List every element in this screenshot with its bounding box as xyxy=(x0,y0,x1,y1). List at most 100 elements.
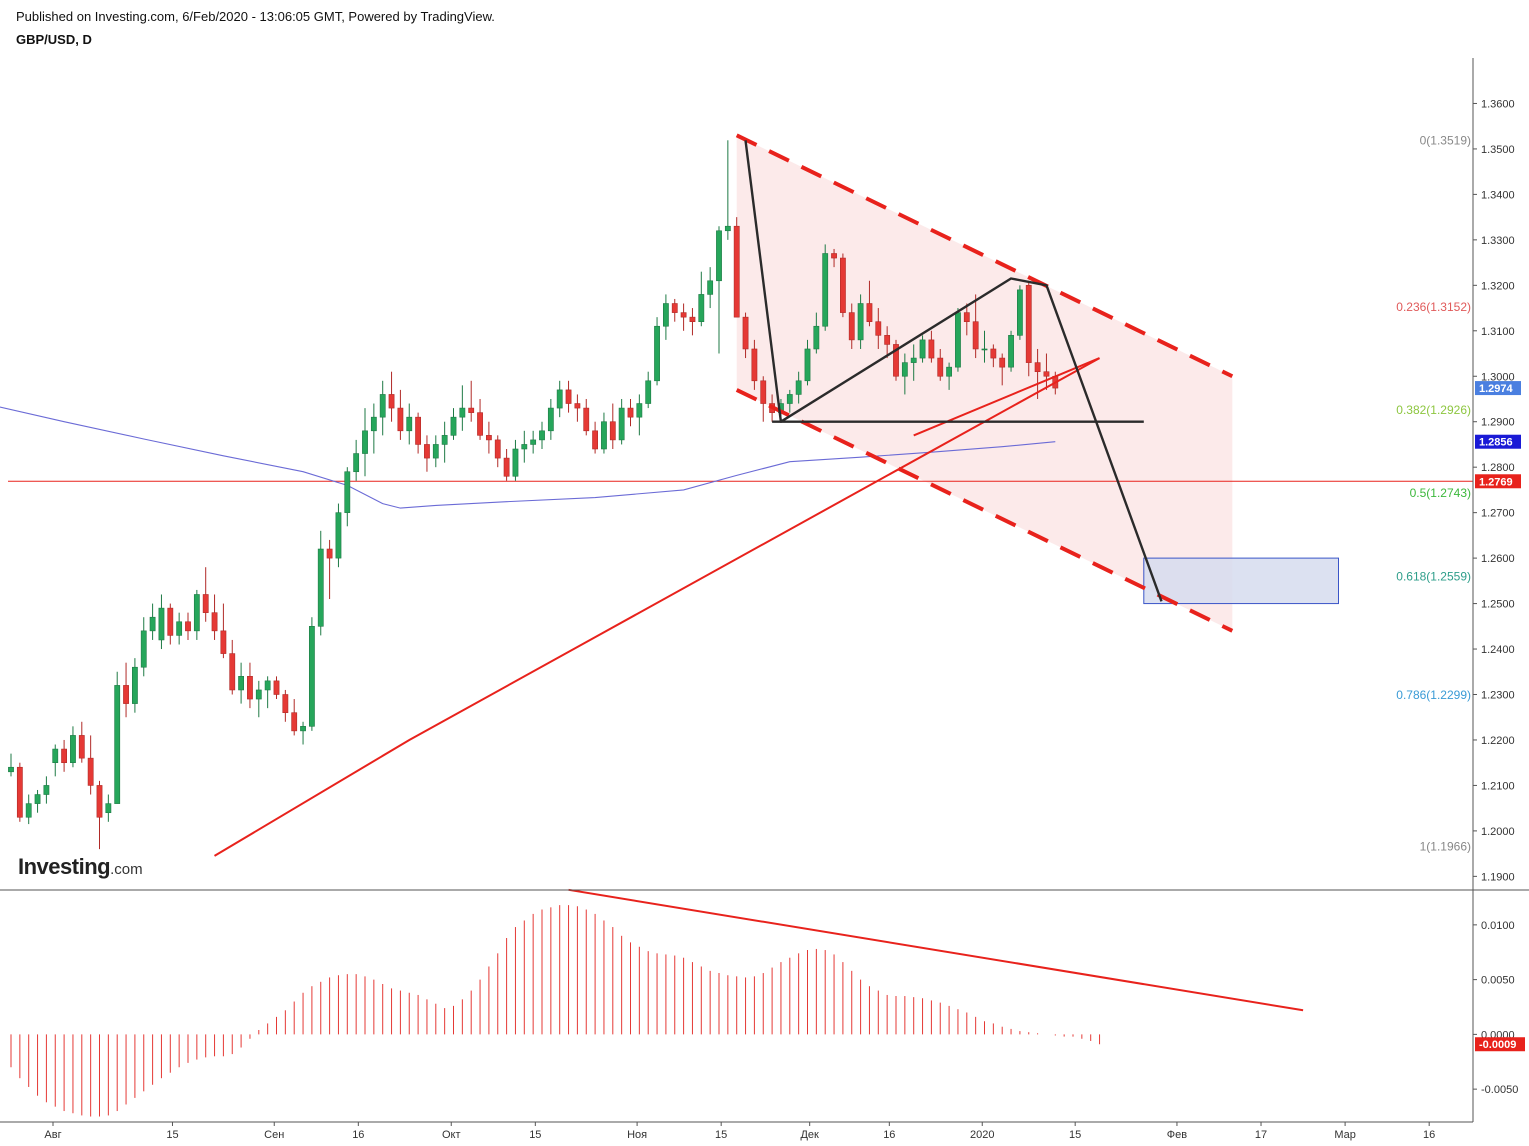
candle-body xyxy=(910,357,917,363)
price-badge-label: 1.2769 xyxy=(1479,476,1513,488)
osc-tick-label: -0.0050 xyxy=(1481,1084,1518,1096)
candle-body xyxy=(1025,285,1032,363)
osc-tick-label: 0.0100 xyxy=(1481,920,1515,932)
candle-body xyxy=(539,430,545,441)
candle-body xyxy=(645,380,652,404)
osc-badge xyxy=(1475,1037,1525,1052)
price-tick-label: 1.2200 xyxy=(1481,735,1515,747)
candle-body xyxy=(370,416,377,432)
candle-body xyxy=(140,630,147,668)
candle-body xyxy=(450,416,457,436)
price-tick-label: 1.2900 xyxy=(1481,417,1515,429)
time-tick-label: 16 xyxy=(883,1129,895,1141)
price-tick-label: 1.2800 xyxy=(1481,462,1515,474)
candle-body xyxy=(609,421,616,441)
candle-body xyxy=(963,312,970,322)
chart-annotations-background xyxy=(8,135,1473,631)
candle-body xyxy=(43,785,50,795)
candle xyxy=(415,412,421,454)
candle xyxy=(539,421,545,449)
candle-body xyxy=(78,735,85,759)
candle-body xyxy=(1016,289,1023,336)
candle xyxy=(716,226,722,354)
candle xyxy=(335,503,342,568)
logo-suffix: .com xyxy=(110,861,143,878)
price-tick-label: 1.2500 xyxy=(1481,599,1515,611)
candle xyxy=(547,398,554,440)
price-tick-label: 1.2400 xyxy=(1481,644,1515,656)
candle xyxy=(972,294,979,359)
price-badge xyxy=(1475,474,1521,489)
candle xyxy=(114,671,121,804)
candle xyxy=(742,312,749,359)
published-caption: Published on Investing.com, 6/Feb/2020 -… xyxy=(16,9,495,24)
fib-level-label: 0(1.3519) xyxy=(1420,133,1471,147)
support-trendline xyxy=(213,357,1100,857)
candle xyxy=(193,589,200,640)
candle-body xyxy=(317,548,324,627)
candle xyxy=(512,439,519,481)
fib-level-label: 0.618(1.2559) xyxy=(1396,570,1471,584)
candle-body xyxy=(52,748,59,763)
price-tick-label: 1.2700 xyxy=(1481,508,1515,520)
candle-body xyxy=(406,416,413,432)
channel-lower-line xyxy=(735,388,1234,633)
candle xyxy=(468,380,475,422)
candle-body xyxy=(530,439,537,445)
fib-level-label: 0.786(1.2299) xyxy=(1396,688,1471,702)
candle-body xyxy=(388,394,395,409)
candle xyxy=(795,371,802,404)
candle-body xyxy=(441,435,448,445)
candle xyxy=(300,721,306,745)
candle xyxy=(893,339,899,381)
candle xyxy=(707,267,714,309)
fib-level-label: 0.5(1.2743) xyxy=(1410,486,1471,500)
candle-body xyxy=(831,253,837,259)
candle-body xyxy=(477,412,483,436)
candle xyxy=(8,753,14,777)
candle xyxy=(202,567,209,622)
candle-body xyxy=(760,380,767,404)
candle-body xyxy=(592,430,598,450)
candle xyxy=(627,398,634,427)
price-badge xyxy=(1475,434,1521,449)
candle xyxy=(671,298,678,322)
candle xyxy=(370,403,377,454)
candle-body xyxy=(1043,371,1050,377)
candle xyxy=(494,435,501,468)
candle xyxy=(910,344,917,381)
candle-body xyxy=(955,312,961,368)
candle-body xyxy=(689,316,696,322)
investing-logo: Investing.com xyxy=(18,854,143,880)
candle-body xyxy=(990,348,997,359)
candle-body xyxy=(875,321,882,336)
candle-body xyxy=(733,225,740,318)
time-tick-label: 15 xyxy=(1069,1129,1081,1141)
candle xyxy=(441,421,448,463)
time-tick-label: Окт xyxy=(442,1129,461,1141)
candle-body xyxy=(353,453,360,473)
candle xyxy=(273,676,280,700)
candle xyxy=(1008,330,1014,372)
candle-body xyxy=(839,257,846,313)
candle xyxy=(87,735,94,795)
logo-text: Investing xyxy=(18,854,111,879)
candle xyxy=(211,594,218,640)
candle-body xyxy=(928,339,935,359)
candle xyxy=(362,408,368,477)
candle xyxy=(592,421,598,454)
candle xyxy=(503,448,510,481)
candle xyxy=(185,612,191,640)
candle-body xyxy=(866,303,873,322)
candle xyxy=(282,689,289,722)
price-tick-label: 1.3100 xyxy=(1481,326,1515,338)
candles-layer xyxy=(8,140,1059,850)
time-tick-label: Сен xyxy=(264,1129,284,1141)
candle xyxy=(105,794,112,822)
time-tick-label: 15 xyxy=(715,1129,727,1141)
candle xyxy=(477,398,483,440)
candle xyxy=(733,217,740,318)
candle-body xyxy=(308,626,315,727)
candle-body xyxy=(795,380,802,395)
